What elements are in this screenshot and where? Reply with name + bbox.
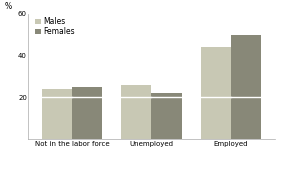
Y-axis label: %: % xyxy=(5,2,12,11)
Bar xyxy=(201,47,231,139)
Bar xyxy=(231,35,261,139)
Bar xyxy=(151,93,182,139)
Bar xyxy=(42,89,72,139)
Bar xyxy=(121,85,151,139)
Legend: Males, Females: Males, Females xyxy=(35,16,76,37)
Bar xyxy=(72,87,102,139)
